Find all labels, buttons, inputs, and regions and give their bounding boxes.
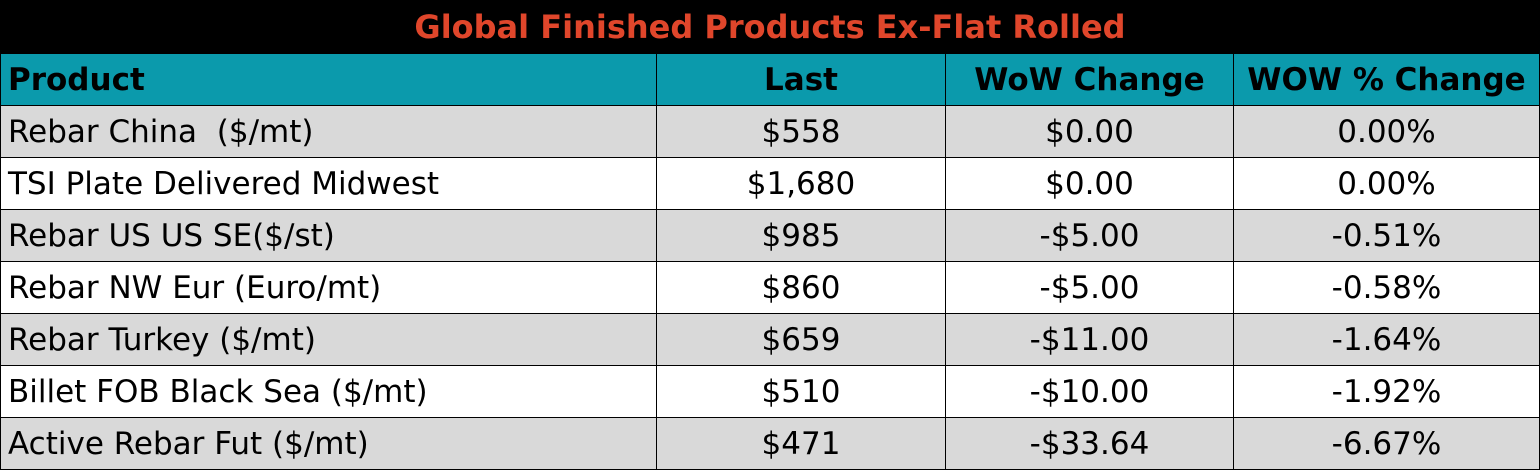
product-cell: Active Rebar Fut ($/mt)	[0, 418, 657, 469]
product-cell: TSI Plate Delivered Midwest	[0, 158, 657, 209]
product-cell: Rebar NW Eur (Euro/mt)	[0, 262, 657, 313]
column-header-last: Last	[657, 54, 946, 105]
column-header-wow-change: WoW Change	[946, 54, 1234, 105]
last-cell: $985	[657, 210, 946, 261]
wow-change-cell: $0.00	[946, 158, 1234, 209]
wow-pct-change-cell: -1.64%	[1234, 314, 1540, 365]
table-row: Rebar Turkey ($/mt) $659 -$11.00 -1.64%	[0, 314, 1540, 366]
table-row: Rebar US US SE($/st) $985 -$5.00 -0.51%	[0, 210, 1540, 262]
wow-change-cell: -$10.00	[946, 366, 1234, 417]
product-cell: Rebar China ($/mt)	[0, 106, 657, 157]
last-cell: $558	[657, 106, 946, 157]
table-row: Rebar NW Eur (Euro/mt) $860 -$5.00 -0.58%	[0, 262, 1540, 314]
table-title-bar: Global Finished Products Ex-Flat Rolled	[0, 0, 1540, 54]
table-row: Rebar China ($/mt) $558 $0.00 0.00%	[0, 106, 1540, 158]
table-body: Rebar China ($/mt) $558 $0.00 0.00% TSI Plat…	[0, 106, 1540, 470]
column-header-product: Product	[0, 54, 657, 105]
wow-pct-change-cell: 0.00%	[1234, 158, 1540, 209]
wow-change-cell: -$33.64	[946, 418, 1234, 469]
product-cell: Rebar Turkey ($/mt)	[0, 314, 657, 365]
header-row: Product Last WoW Change WOW % Change	[0, 54, 1540, 106]
wow-change-cell: -$5.00	[946, 262, 1234, 313]
wow-pct-change-cell: -0.58%	[1234, 262, 1540, 313]
last-cell: $510	[657, 366, 946, 417]
table-row: TSI Plate Delivered Midwest $1,680 $0.00 0.…	[0, 158, 1540, 210]
product-cell: Billet FOB Black Sea ($/mt)	[0, 366, 657, 417]
wow-pct-change-cell: -6.67%	[1234, 418, 1540, 469]
wow-change-cell: -$5.00	[946, 210, 1234, 261]
wow-change-cell: -$11.00	[946, 314, 1234, 365]
last-cell: $860	[657, 262, 946, 313]
product-cell: Rebar US US SE($/st)	[0, 210, 657, 261]
table-row: Active Rebar Fut ($/mt) $471 -$33.64 -6.67%	[0, 418, 1540, 470]
table-title: Global Finished Products Ex-Flat Rolled	[414, 7, 1126, 46]
last-cell: $659	[657, 314, 946, 365]
last-cell: $1,680	[657, 158, 946, 209]
wow-pct-change-cell: -1.92%	[1234, 366, 1540, 417]
table-row: Billet FOB Black Sea ($/mt) $510 -$10.00 -1…	[0, 366, 1540, 418]
wow-pct-change-cell: 0.00%	[1234, 106, 1540, 157]
last-cell: $471	[657, 418, 946, 469]
wow-change-cell: $0.00	[946, 106, 1234, 157]
wow-pct-change-cell: -0.51%	[1234, 210, 1540, 261]
column-header-wow-pct-change: WOW % Change	[1234, 54, 1540, 105]
